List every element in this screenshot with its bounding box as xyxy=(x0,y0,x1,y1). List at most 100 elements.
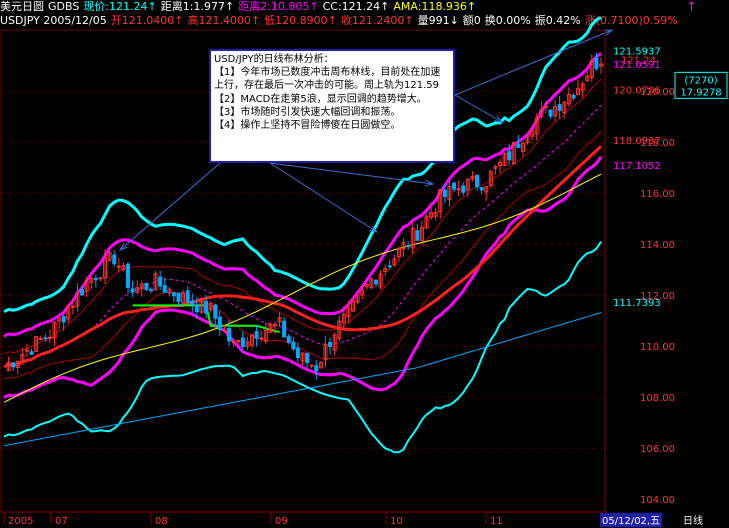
candle-body xyxy=(406,245,411,248)
candle-body xyxy=(387,265,392,268)
candle-body xyxy=(488,171,493,187)
y-tick-label: 112.00 xyxy=(640,291,675,302)
candle-body xyxy=(135,287,140,293)
candle-body xyxy=(277,317,282,323)
header-field: 额0 xyxy=(462,14,481,27)
header-field: 现价:121.24↑ xyxy=(83,0,157,13)
candle-body xyxy=(355,294,360,303)
candle-body xyxy=(433,211,438,217)
candle-body xyxy=(571,94,576,99)
candle-body xyxy=(11,362,16,368)
candle-body xyxy=(369,278,374,289)
value-label: 120.0706 xyxy=(613,85,661,96)
header-field: 低120.8900↑ xyxy=(264,14,337,27)
candle-body xyxy=(351,300,356,312)
annotation-point: 【4】操作上坚持不冒险博傻在日圆做空。 xyxy=(214,120,401,132)
candle-body xyxy=(452,182,457,190)
candle-body xyxy=(424,216,429,229)
candle-body xyxy=(103,257,108,279)
value-label: 111.7393 xyxy=(613,298,661,309)
annotation-arrow xyxy=(454,29,613,96)
candle-body xyxy=(268,324,273,333)
candle-body xyxy=(176,292,181,302)
lower-band xyxy=(3,155,603,399)
candle-body xyxy=(539,109,544,118)
axis-box-text: (7270) xyxy=(684,75,717,86)
date-label-bg xyxy=(600,513,662,527)
value-label: 121.0591 xyxy=(613,60,661,71)
candle-body xyxy=(98,277,103,280)
x-tick-label: 08 xyxy=(155,516,168,527)
arrow-up-icon[interactable]: ↑ xyxy=(686,0,697,15)
annotation-box: USD/JPY的日线布林分析： 【1】今年市场已数度冲击周布林线，目前处在加速上… xyxy=(209,49,455,163)
candle-body xyxy=(511,141,516,165)
candle-body xyxy=(112,254,117,265)
candle-body xyxy=(328,342,333,347)
header-field: 高121.4000↑ xyxy=(187,14,261,27)
candle-body xyxy=(323,343,328,361)
annotation-arrow xyxy=(454,94,503,123)
y-tick-label: 108.00 xyxy=(640,393,675,404)
candle-body xyxy=(61,316,66,323)
annotation-arrow xyxy=(269,162,434,185)
header-field: GDBS xyxy=(48,0,80,13)
candle-body xyxy=(465,178,470,191)
x-tick-label: 2005 xyxy=(8,516,33,527)
candle-body xyxy=(57,317,62,322)
candle-body xyxy=(378,273,383,288)
annotation-point: 【3】市场随时引发快速大幅回调和振荡。 xyxy=(214,106,401,118)
candle-body xyxy=(566,93,571,105)
candle-body xyxy=(493,166,498,169)
candle-body xyxy=(259,337,264,340)
header-field: 收121.2400↑ xyxy=(340,14,414,27)
candle-body xyxy=(415,230,420,241)
candle-body xyxy=(236,339,241,342)
dark-lower-band xyxy=(3,130,602,381)
dark-upper-band xyxy=(3,79,602,355)
candle-body xyxy=(121,264,126,271)
candle-body xyxy=(291,341,296,350)
annotation-arrows xyxy=(118,29,614,251)
candle-body xyxy=(116,265,121,268)
period-label: 日线 xyxy=(683,514,703,527)
candle-body xyxy=(93,277,98,281)
candle-body xyxy=(84,280,89,292)
candle-body xyxy=(249,334,254,346)
candle-body xyxy=(475,174,480,188)
header-field: AMA:118.936↑ xyxy=(393,0,477,13)
candle-body xyxy=(530,129,535,137)
candle-body xyxy=(548,109,553,117)
candle-body xyxy=(429,212,434,218)
candle-body xyxy=(148,289,153,292)
candles xyxy=(6,53,603,380)
candle-body xyxy=(341,313,346,324)
candle-body xyxy=(222,329,227,332)
candle-body xyxy=(534,117,539,135)
candle-body xyxy=(171,292,176,297)
candle-body xyxy=(29,351,34,355)
candle-body xyxy=(309,364,314,367)
candle-body xyxy=(139,283,144,290)
candle-body xyxy=(346,306,351,318)
candle-body xyxy=(419,226,424,242)
header-field: USDJPY 2005/12/05 xyxy=(0,14,107,27)
candle-body xyxy=(438,189,443,213)
header-field: 距离2:10.805↑ xyxy=(238,0,319,13)
y-tick-label: 106.00 xyxy=(640,444,675,455)
candle-body xyxy=(231,341,236,344)
candle-body xyxy=(594,57,599,69)
candle-body xyxy=(520,142,525,152)
candle-body xyxy=(332,334,337,351)
candle-body xyxy=(516,143,521,149)
arrow-head xyxy=(118,242,128,251)
candle-body xyxy=(589,60,594,78)
candle-body xyxy=(282,320,287,338)
axis-box-text: 17.9278 xyxy=(680,87,721,98)
candle-body xyxy=(125,263,130,288)
y-tick-label: 116.00 xyxy=(640,189,675,200)
candle-body xyxy=(562,101,567,113)
annotation-point: 【1】今年市场已数度冲击周布林线，目前处在加速上行，存在最后一次冲击的可能。周上… xyxy=(214,67,441,92)
header-field: 涨(0.7100)0.59% xyxy=(584,14,678,27)
candle-body xyxy=(401,242,406,250)
candle-body xyxy=(557,104,562,111)
